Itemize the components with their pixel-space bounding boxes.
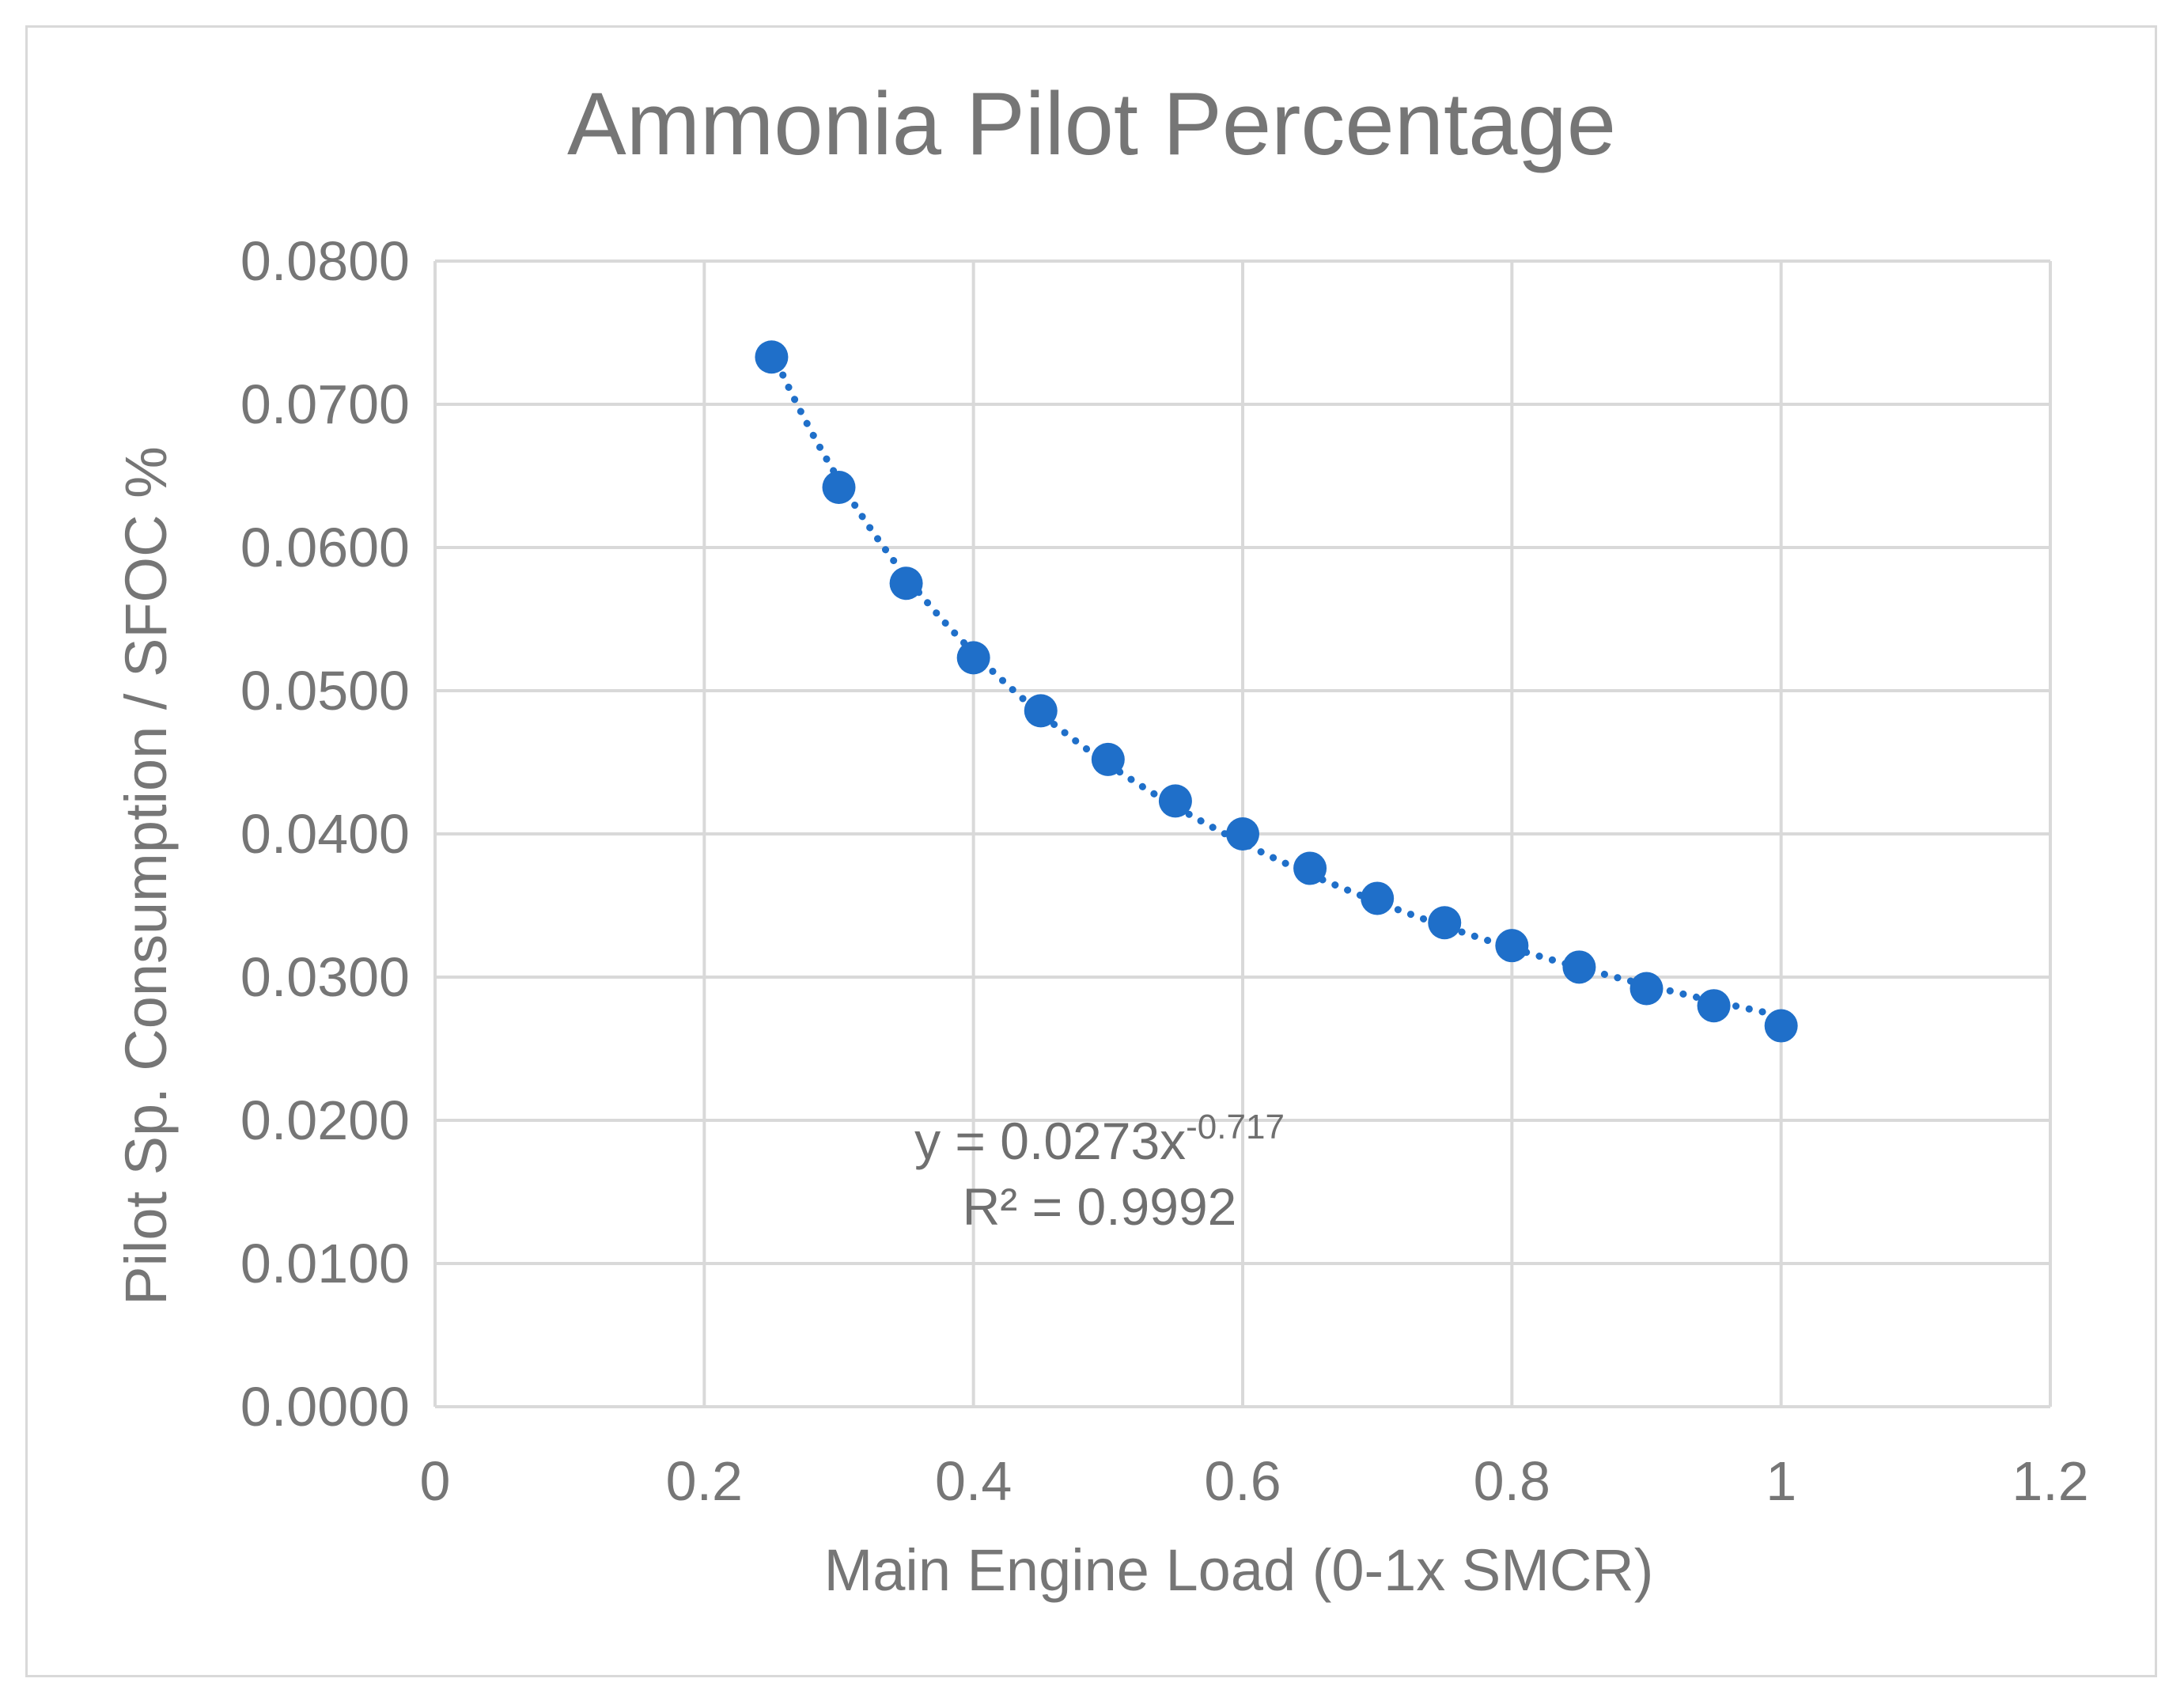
data-point: [1629, 972, 1664, 1006]
y-tick-label: 0.0700: [240, 373, 410, 435]
data-point: [1293, 851, 1327, 885]
x-tick-label: 0.6: [1204, 1450, 1281, 1512]
data-point: [1226, 817, 1259, 851]
y-tick-label: 0.0000: [240, 1376, 410, 1438]
y-axis-title: Pilot Sp. Consumption / SFOC %: [113, 446, 179, 1305]
x-axis-title: Main Engine Load (0-1x SMCR): [824, 1537, 1654, 1603]
data-point: [755, 340, 789, 374]
trendline-r-squared: R² = 0.9992: [963, 1177, 1237, 1236]
data-point: [1495, 929, 1529, 963]
trendline-path: [767, 347, 1785, 1020]
data-point: [956, 641, 990, 675]
y-tick-label: 0.0200: [240, 1089, 410, 1151]
data-points: [755, 340, 1798, 1043]
chart-title: Ammonia Pilot Percentage: [567, 74, 1616, 173]
data-point: [1361, 881, 1395, 915]
x-tick-label: 0: [420, 1450, 451, 1512]
data-point: [1158, 784, 1192, 818]
chart-frame: [25, 25, 2157, 1677]
data-point: [1091, 742, 1125, 776]
x-tick-label: 0.4: [935, 1450, 1012, 1512]
data-point: [1562, 950, 1596, 984]
x-tick-label: 0.2: [666, 1450, 743, 1512]
x-tick-label: 0.8: [1474, 1450, 1550, 1512]
data-point: [889, 566, 923, 601]
y-tick-label: 0.0500: [240, 660, 410, 722]
x-tick-label: 1.2: [2012, 1450, 2088, 1512]
grid: [433, 260, 2052, 1408]
tick-labels: 0 0.2 0.4 0.6 0.8 1 1.2 0.0000 0.0100 0.0200 0.030…: [240, 230, 2089, 1512]
data-point: [822, 470, 856, 504]
y-tick-label: 0.0100: [240, 1233, 410, 1294]
data-point: [1764, 1009, 1798, 1043]
y-tick-label: 0.0800: [240, 230, 410, 292]
y-tick-label: 0.0300: [240, 946, 410, 1008]
data-point: [1024, 694, 1058, 728]
trendline: [767, 347, 1785, 1020]
x-tick-label: 1: [1766, 1450, 1796, 1512]
y-tick-label: 0.0600: [240, 517, 410, 578]
data-point: [1697, 989, 1731, 1023]
data-point: [1428, 906, 1462, 940]
trendline-equation-exponent: -0.717: [1186, 1108, 1285, 1146]
trendline-equation: y = 0.0273x-0.717: [914, 1108, 1285, 1170]
trendline-equation-base: y = 0.0273x: [914, 1112, 1186, 1170]
y-tick-label: 0.0400: [240, 803, 410, 865]
